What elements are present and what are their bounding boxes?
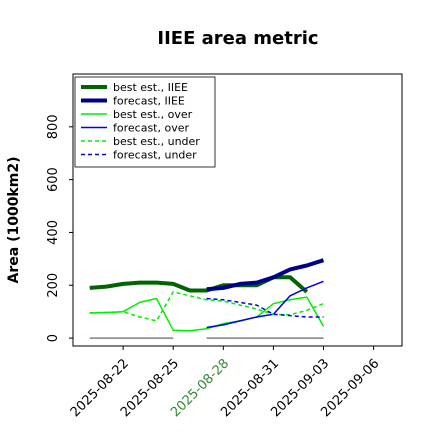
legend-label: best est., over [113,108,193,121]
y-tick-label: 0 [46,334,61,342]
y-tick-label: 800 [46,114,61,139]
legend-label: forecast, over [113,122,189,135]
chart-title: IIEE area metric [157,28,318,49]
series-line-3 [206,280,324,329]
series-line-5 [206,297,324,318]
y-tick-label: 200 [46,273,61,298]
legend-label: forecast, IIEE [113,95,185,108]
legend-label: best est., under [113,135,200,148]
plot-frame [72,73,403,347]
legend-label: forecast, under [113,149,197,162]
series-line-2 [89,296,325,332]
y-tick-label: 400 [46,220,61,245]
y-axis-label: Area (1000km2) [6,157,22,284]
series-line-1 [206,258,325,292]
y-tick-label: 600 [46,167,61,192]
series-line-4 [89,291,324,322]
legend-box [74,76,216,168]
series-line-0 [89,275,309,294]
legend-label: best est., IIEE [113,81,188,94]
